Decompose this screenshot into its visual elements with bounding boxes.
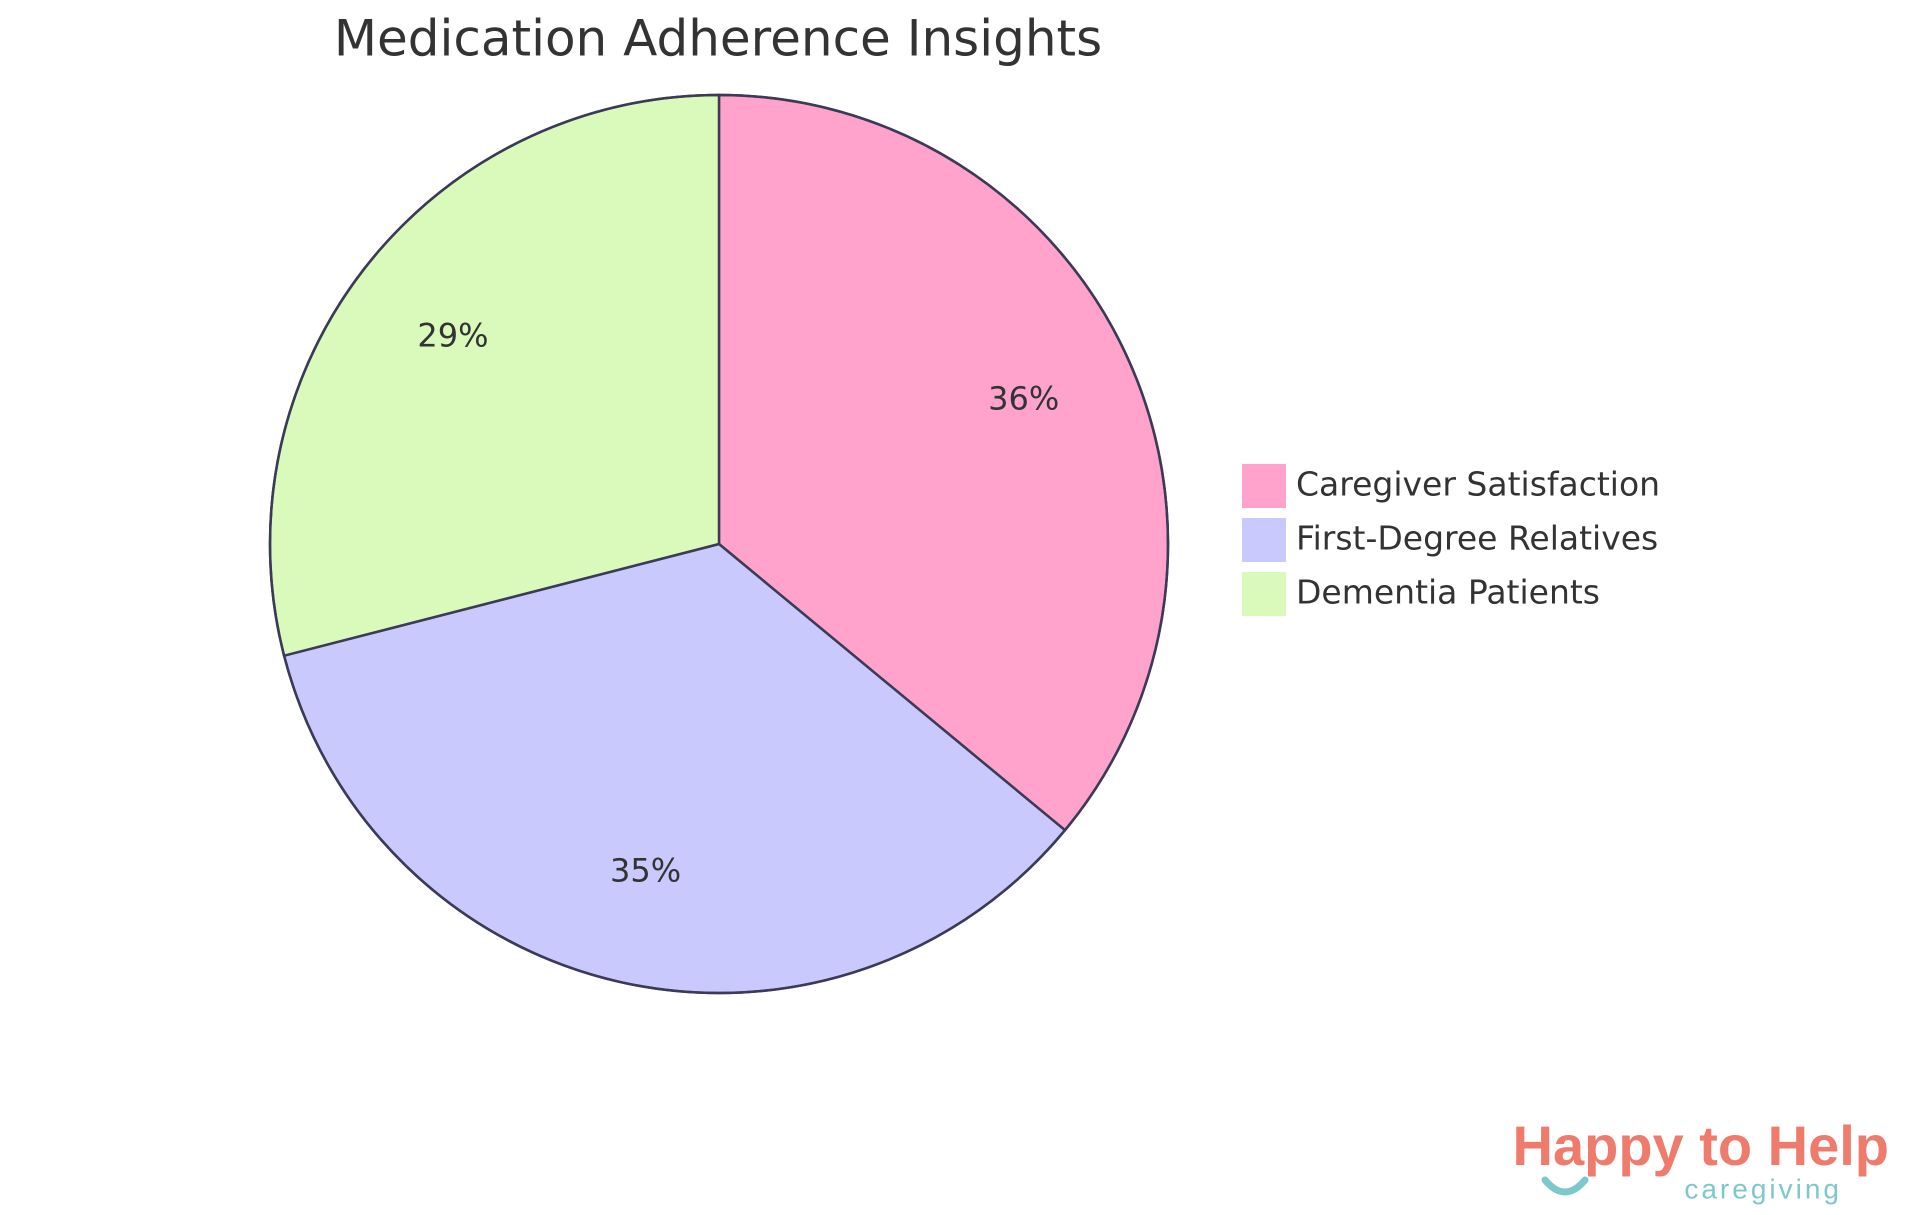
legend-swatch (1242, 464, 1286, 508)
legend-label: First-Degree Relatives (1296, 519, 1658, 558)
slice-label: 29% (417, 317, 488, 355)
slice-label: 36% (988, 380, 1059, 418)
legend-label: Caregiver Satisfaction (1296, 465, 1660, 504)
pie-outline (268, 93, 1170, 995)
logo-subtitle: caregiving (1684, 1173, 1842, 1204)
legend-swatch (1242, 572, 1286, 616)
logo-smile (1541, 1176, 1589, 1196)
logo-title: Happy to Help (1513, 1114, 1889, 1177)
legend-label: Dementia Patients (1296, 573, 1600, 612)
legend-swatch (1242, 518, 1286, 562)
slice-label: 35% (610, 852, 681, 890)
chart-title: Medication Adherence Insights (334, 10, 1102, 68)
